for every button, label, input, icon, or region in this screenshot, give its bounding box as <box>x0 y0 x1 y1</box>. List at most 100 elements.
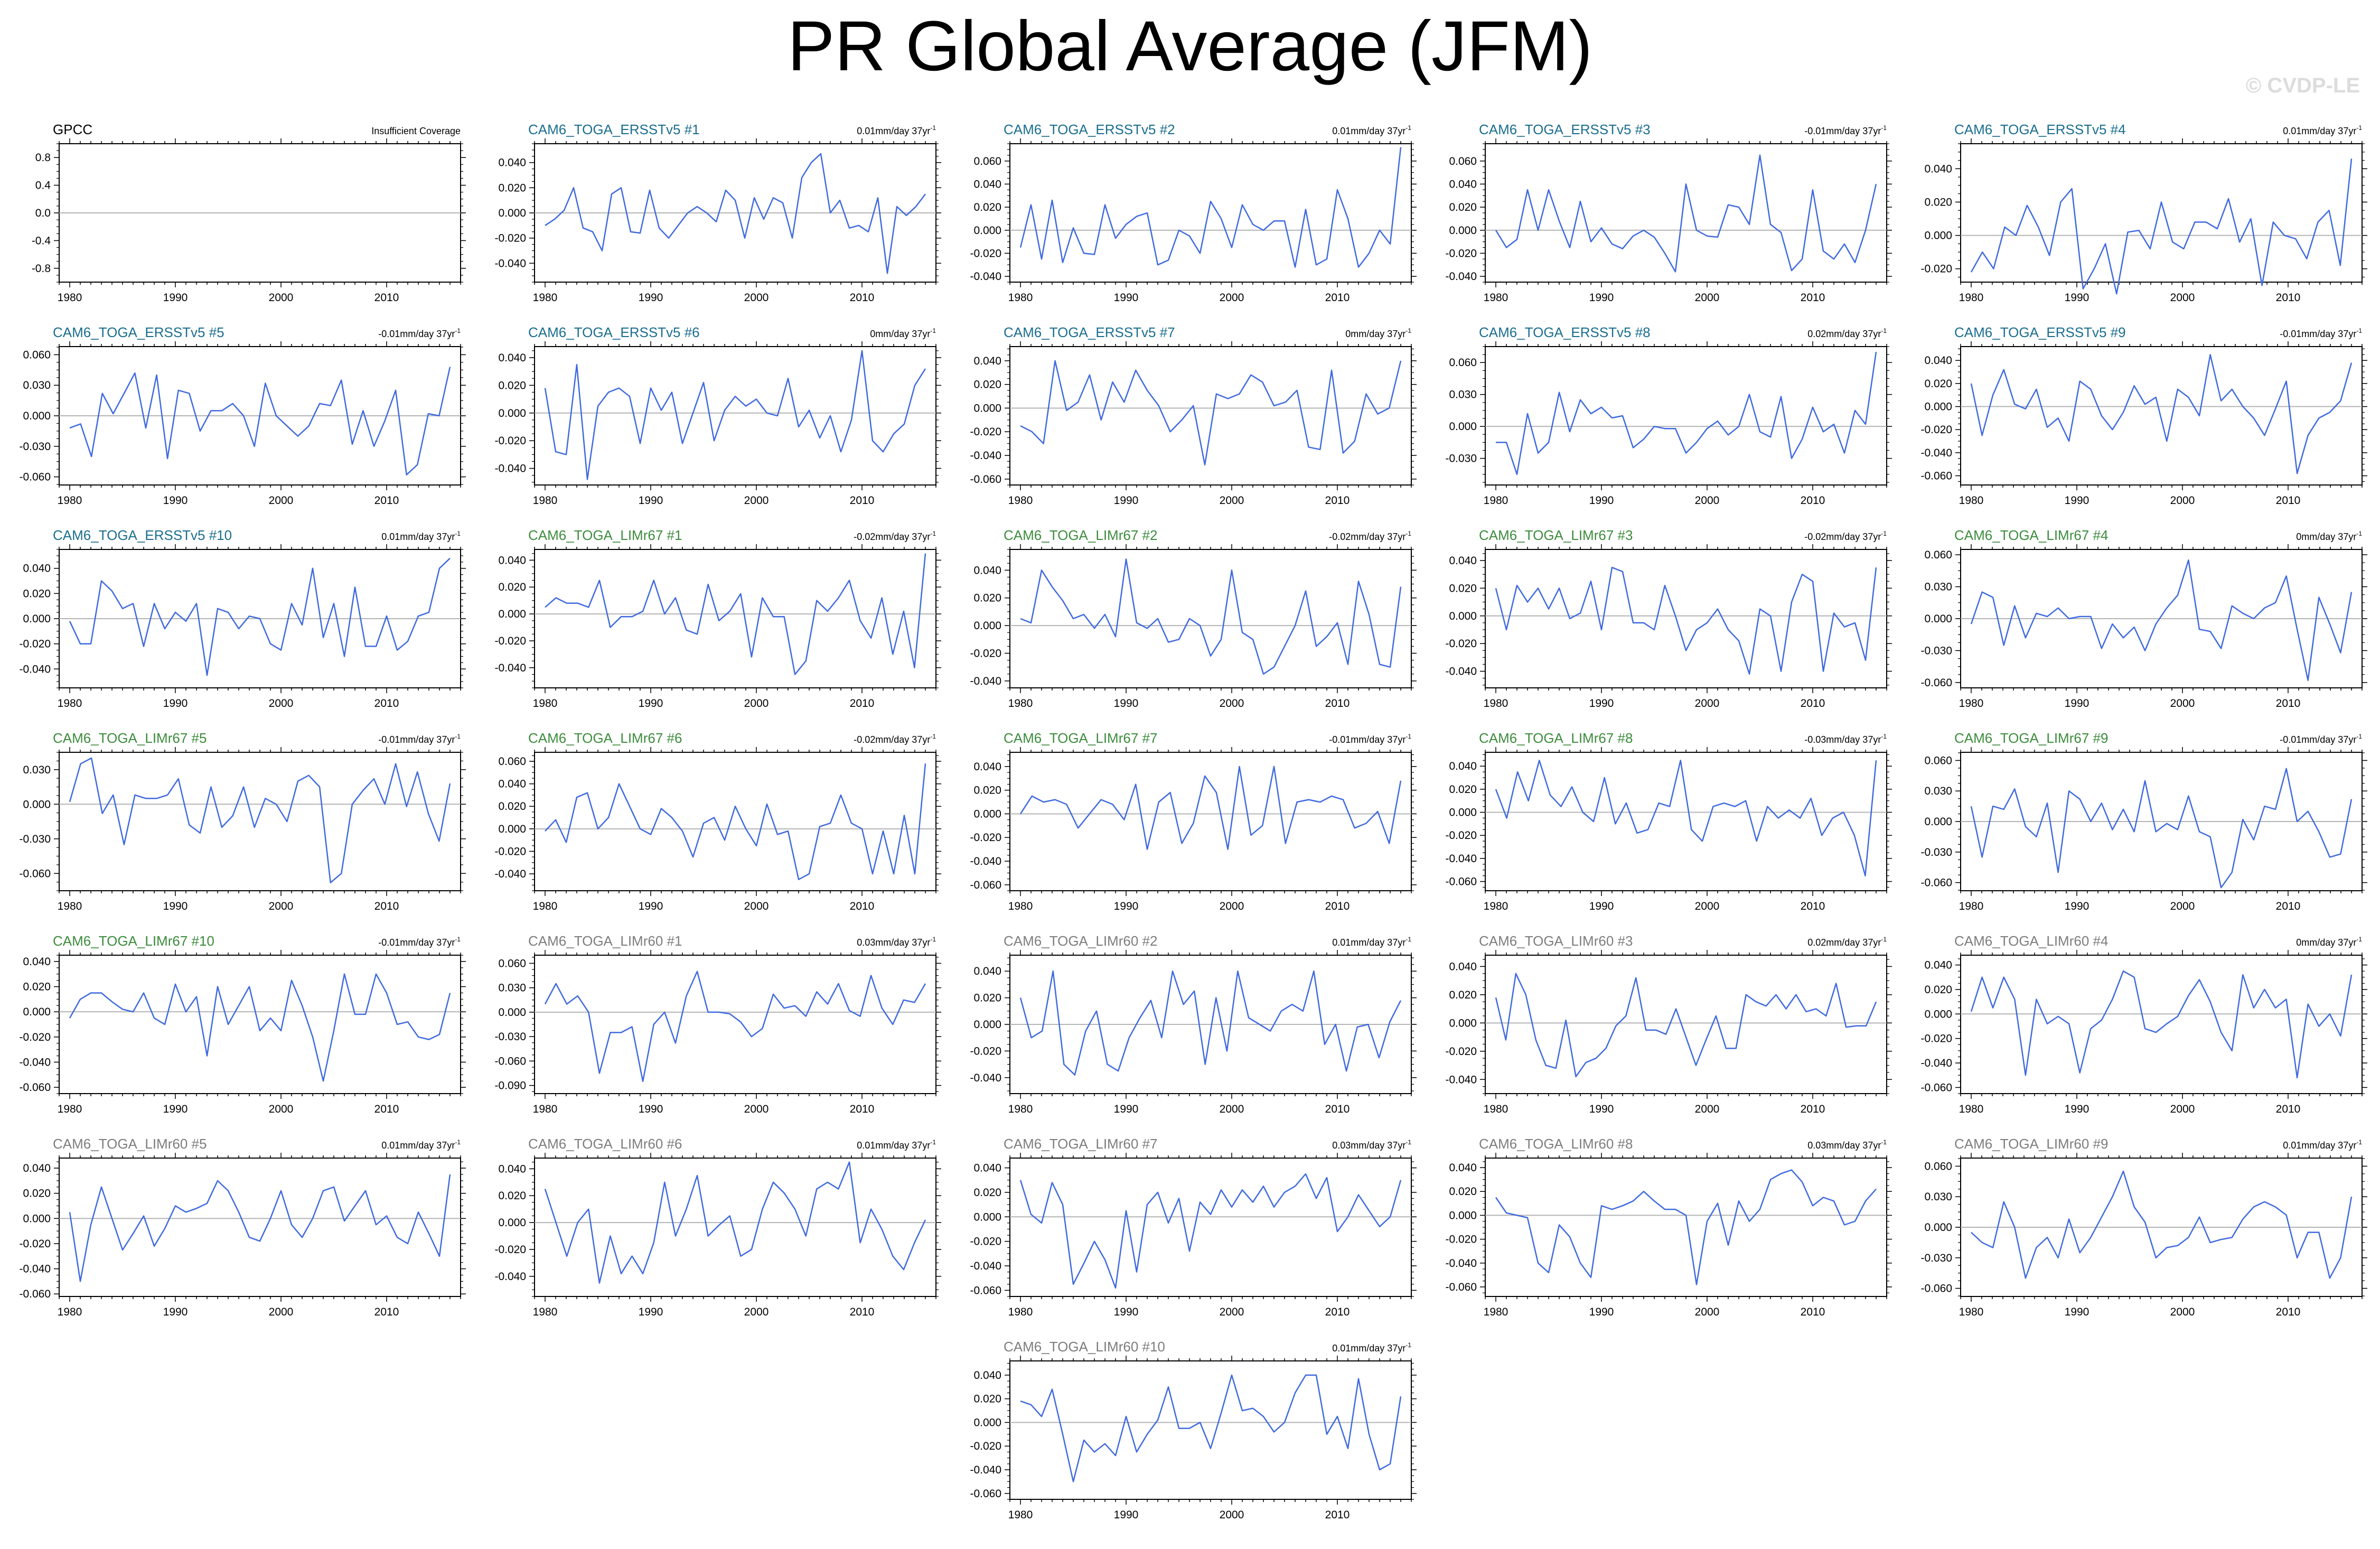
panel-title: CAM6_TOGA_ERSSTv5 #4 <box>1954 122 2126 137</box>
y-tick-label: 0.060 <box>973 155 1001 167</box>
y-tick-label: 0.020 <box>1449 989 1477 1001</box>
panel: CAM6_TOGA_LIMr60 #8 0.03mm/day 37yr-1 1980… <box>1445 1136 1892 1318</box>
y-tick-label: 0.030 <box>498 982 526 994</box>
x-tick-label: 1980 <box>58 292 82 304</box>
y-tick-label: 0.020 <box>1924 378 1952 390</box>
y-tick-label: 0.040 <box>498 1163 526 1175</box>
panel-title: CAM6_TOGA_LIMr60 #4 <box>1954 933 2108 949</box>
y-tick-label: 0.000 <box>973 1416 1001 1429</box>
y-tick-label: 0.000 <box>1449 421 1477 433</box>
x-tick-label: 2010 <box>1325 1509 1350 1521</box>
trend-label: 0.03mm/day 37yr-1 <box>1807 1139 1887 1151</box>
panel-frame <box>1009 752 1412 891</box>
y-tick-label: 0.000 <box>973 808 1001 820</box>
panel-frame <box>1485 955 1887 1094</box>
panel-frame <box>534 346 936 486</box>
y-tick-label: -0.040 <box>970 675 1001 687</box>
y-tick-label: 0.040 <box>1449 555 1477 567</box>
y-tick-label: -0.4 <box>32 235 51 247</box>
y-tick-label: 0.060 <box>1924 754 1952 767</box>
y-tick-label: -0.020 <box>970 648 1001 660</box>
x-tick-label: 2000 <box>2170 900 2195 912</box>
y-tick-label: 0.000 <box>23 798 51 810</box>
y-tick-label: 0.020 <box>498 182 526 194</box>
y-tick-label: 0.020 <box>23 587 51 600</box>
series-line <box>1020 1374 1402 1482</box>
y-tick-label: 0.020 <box>1924 984 1952 996</box>
y-tick-label: 0.000 <box>23 613 51 625</box>
y-tick-label: -0.060 <box>1920 677 1952 689</box>
x-tick-label: 2000 <box>1695 1306 1720 1318</box>
x-tick-label: 1980 <box>1959 1306 1984 1318</box>
panel-title: CAM6_TOGA_LIMr60 #3 <box>1479 933 1633 949</box>
y-tick-label: 0.040 <box>1924 354 1952 367</box>
y-tick-label: 0.020 <box>973 592 1001 604</box>
x-tick-label: 1990 <box>163 494 188 507</box>
panel: CAM6_TOGA_LIMr60 #10 0.01mm/day 37yr-1 198… <box>970 1339 1417 1521</box>
y-tick-label: -0.040 <box>970 1260 1001 1272</box>
trend-label: 0mm/day 37yr-1 <box>2296 936 2362 948</box>
series-line <box>1970 559 2353 682</box>
y-tick-label: 0.020 <box>1449 1186 1477 1198</box>
y-tick-label: -0.060 <box>494 1055 526 1067</box>
y-tick-label: -0.020 <box>1920 424 1952 436</box>
y-tick-label: 0.020 <box>1924 196 1952 208</box>
x-tick-label: 2000 <box>2170 292 2195 304</box>
x-tick-label: 2010 <box>1325 697 1350 710</box>
panel-title: CAM6_TOGA_ERSSTv5 #7 <box>1004 324 1175 340</box>
y-tick-label: 0.060 <box>1924 1160 1952 1172</box>
x-tick-label: 1990 <box>1114 1103 1139 1115</box>
series-line <box>1495 973 1877 1078</box>
y-tick-label: -0.040 <box>970 1072 1001 1084</box>
series-line <box>69 367 451 475</box>
y-tick-label: 0.8 <box>35 152 51 164</box>
trend-label: 0.01mm/day 37yr-1 <box>381 1139 461 1151</box>
x-tick-label: 2000 <box>2170 697 2195 710</box>
series-line <box>69 757 451 883</box>
series-line <box>1495 1169 1877 1285</box>
panel-frame <box>1960 346 2363 486</box>
x-tick-label: 2000 <box>1695 292 1720 304</box>
series-line <box>545 553 926 675</box>
panel: CAM6_TOGA_ERSSTv5 #3 -0.01mm/day 37yr-1 19… <box>1445 122 1892 304</box>
x-tick-label: 2000 <box>1220 900 1244 912</box>
x-tick-label: 2000 <box>1220 1306 1244 1318</box>
x-tick-label: 2010 <box>2276 292 2301 304</box>
panel-frame <box>1960 955 2363 1094</box>
y-tick-label: 0.030 <box>23 764 51 776</box>
trend-label: -0.01mm/day 37yr-1 <box>2280 327 2362 339</box>
coverage-note: Insufficient Coverage <box>371 126 461 136</box>
y-tick-label: 0.020 <box>1449 783 1477 796</box>
y-tick-label: 0.000 <box>498 823 526 835</box>
x-tick-label: 1980 <box>533 494 558 507</box>
panel-frame <box>1485 549 1887 688</box>
trend-label: -0.01mm/day 37yr-1 <box>378 733 461 745</box>
watermark: © CVDP-LE <box>2245 74 2360 97</box>
x-tick-label: 1990 <box>1114 1509 1139 1521</box>
x-tick-label: 2000 <box>269 697 294 710</box>
panel-title: CAM6_TOGA_LIMr60 #6 <box>528 1136 682 1152</box>
panel: CAM6_TOGA_LIMr60 #4 0mm/day 37yr-1 1980 199… <box>1920 933 2367 1115</box>
panel-frame <box>534 1158 936 1297</box>
x-tick-label: 2000 <box>1695 1103 1720 1115</box>
y-tick-label: -0.060 <box>19 1288 51 1300</box>
y-tick-label: 0.000 <box>1924 1221 1952 1234</box>
x-tick-label: 1990 <box>1589 494 1614 507</box>
y-tick-label: 0.030 <box>1924 581 1952 593</box>
trend-label: 0.01mm/day 37yr-1 <box>1332 1341 1411 1354</box>
series-line <box>69 557 451 676</box>
y-tick-label: 0.020 <box>973 1187 1001 1199</box>
x-tick-label: 2010 <box>2276 1306 2301 1318</box>
panel: CAM6_TOGA_LIMr67 #8 -0.03mm/day 37yr-1 198… <box>1445 730 1892 912</box>
series-line <box>1495 154 1877 273</box>
x-tick-label: 2000 <box>269 292 294 304</box>
y-tick-label: -0.040 <box>19 663 51 675</box>
trend-label: 0.01mm/day 37yr-1 <box>857 1139 936 1151</box>
series-line <box>544 350 926 480</box>
x-tick-label: 1990 <box>1114 697 1139 710</box>
x-tick-label: 2010 <box>1801 900 1825 912</box>
x-tick-label: 2000 <box>744 697 769 710</box>
y-tick-label: -0.040 <box>970 1464 1001 1476</box>
panel-title: CAM6_TOGA_LIMr67 #9 <box>1954 730 2108 746</box>
